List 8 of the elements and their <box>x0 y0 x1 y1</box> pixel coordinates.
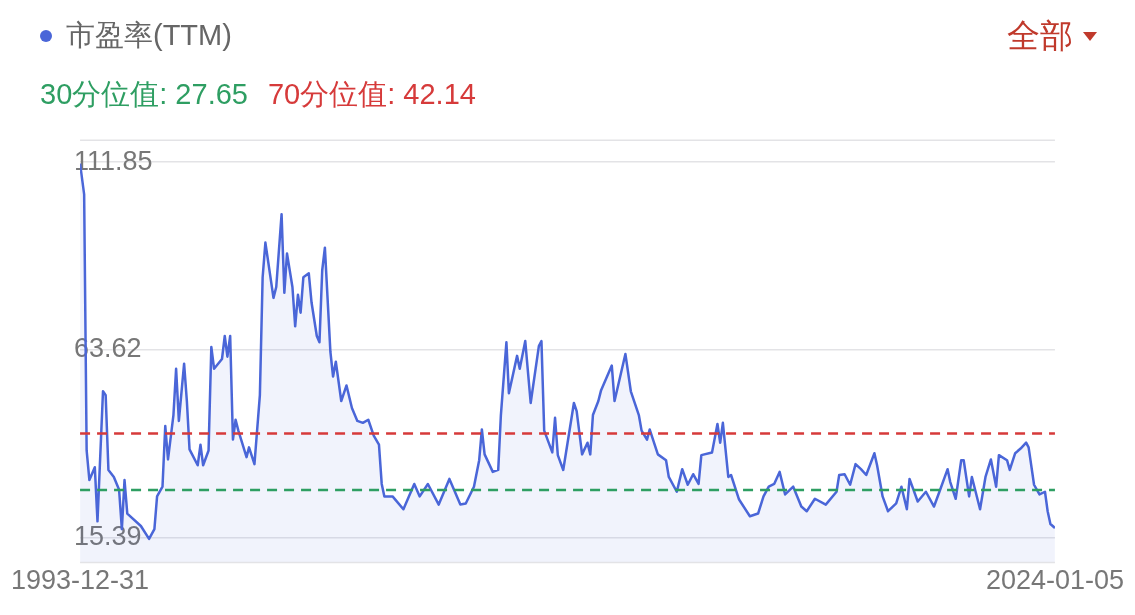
x-tick-label: 2024-01-05 <box>985 565 1125 596</box>
legend-label: 市盈率(TTM) <box>66 18 232 53</box>
y-tick-label: 15.39 <box>74 521 142 552</box>
ref-line-label: 70分位值: 42.14 <box>267 77 476 112</box>
y-tick-label: 111.85 <box>74 145 153 176</box>
ref-line-label: 30分位值: 27.65 <box>40 77 248 112</box>
x-tick-label: 1993-12-31 <box>10 565 150 596</box>
text: 全部 <box>1007 15 1073 56</box>
